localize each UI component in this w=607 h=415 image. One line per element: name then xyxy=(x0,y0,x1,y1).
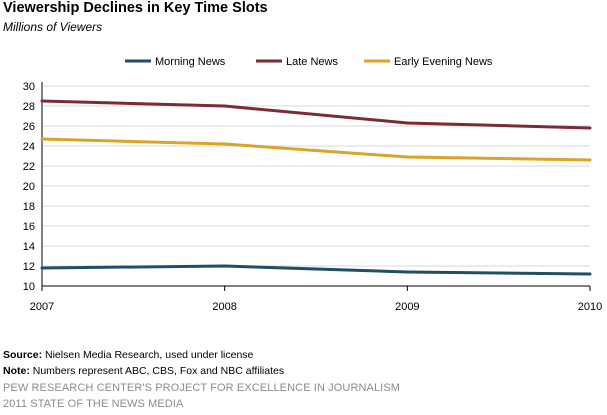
source-text: Nielsen Media Research, used under licen… xyxy=(42,349,254,361)
legend-label: Early Evening News xyxy=(394,56,493,68)
credit-line-2: 2011 STATE OF THE NEWS MEDIA xyxy=(3,398,184,410)
y-axis-ticks: 10 12 14 16 18 20 22 24 26 28 30 xyxy=(23,81,35,293)
legend: Morning News Late News Early Evening News xyxy=(125,56,493,68)
source-note: Source: Nielsen Media Research, used und… xyxy=(3,349,253,361)
series-line-late-news xyxy=(40,99,592,130)
x-tick-label: 2009 xyxy=(395,301,419,313)
note-label: Note: xyxy=(3,365,30,377)
note-text: Numbers represent ABC, CBS, Fox and NBC … xyxy=(29,365,285,377)
y-tick-label: 24 xyxy=(23,141,35,153)
y-tick-label: 28 xyxy=(23,101,35,113)
series-lines xyxy=(40,99,592,276)
y-tick-label: 10 xyxy=(23,281,35,293)
source-label: Source: xyxy=(3,349,43,361)
series-line-morning-news xyxy=(40,264,592,276)
note: Note: Numbers represent ABC, CBS, Fox an… xyxy=(3,365,284,377)
legend-label: Late News xyxy=(286,56,338,68)
x-axis-ticks: 2007 2008 2009 2010 xyxy=(30,286,602,313)
axes xyxy=(41,82,590,287)
y-tick-label: 26 xyxy=(23,121,35,133)
legend-label: Morning News xyxy=(155,56,226,68)
y-tick-label: 18 xyxy=(23,201,35,213)
x-tick-label: 2010 xyxy=(578,301,602,313)
series-line-early-evening-news xyxy=(40,137,592,162)
y-tick-label: 12 xyxy=(23,261,35,273)
y-tick-label: 30 xyxy=(23,81,35,93)
x-tick-label: 2008 xyxy=(212,301,236,313)
y-tick-label: 22 xyxy=(23,161,35,173)
y-tick-label: 14 xyxy=(23,241,35,253)
y-tick-label: 16 xyxy=(23,221,35,233)
x-tick-label: 2007 xyxy=(30,301,54,313)
credit-line-1: PEW RESEARCH CENTER'S PROJECT FOR EXCELL… xyxy=(3,382,401,394)
chart-subtitle: Millions of Viewers xyxy=(3,20,103,34)
chart-title: Viewership Declines in Key Time Slots xyxy=(3,0,268,16)
y-tick-label: 20 xyxy=(23,181,35,193)
